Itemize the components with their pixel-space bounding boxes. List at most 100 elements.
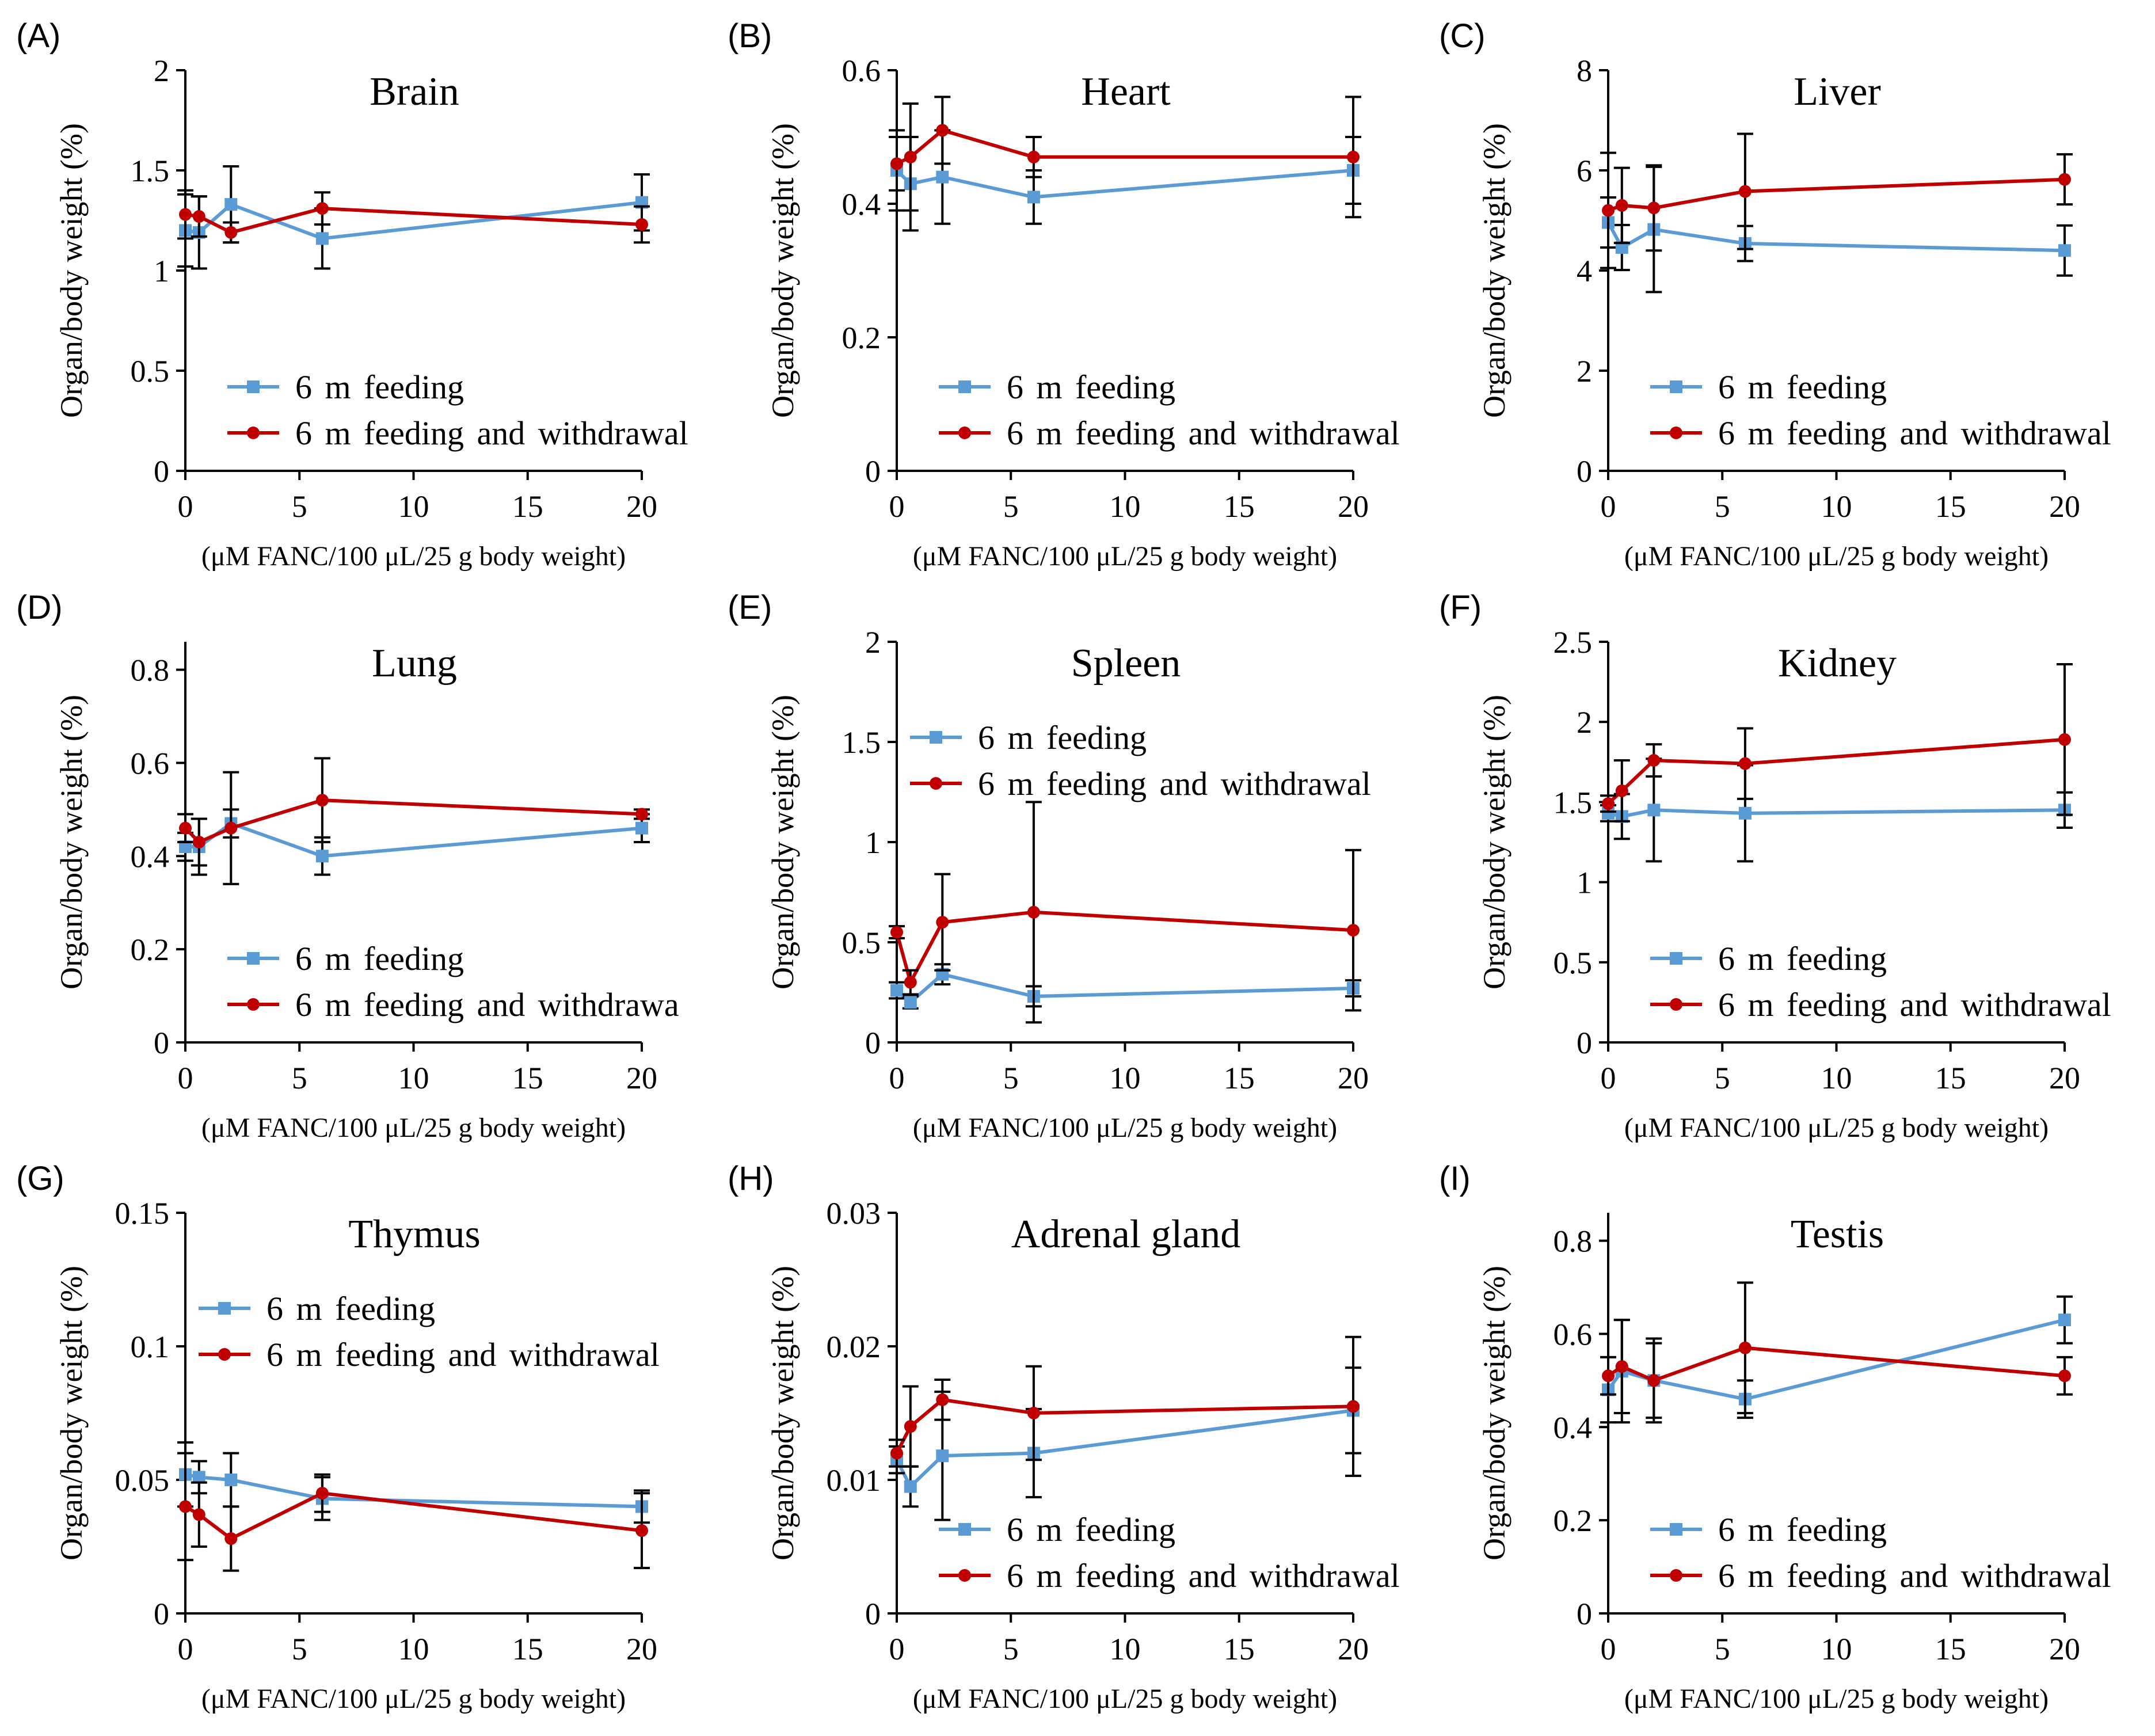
data-point-withdrawal <box>890 157 903 170</box>
y-axis-label: Organ/body weight (%) <box>1477 123 1511 418</box>
x-tick-label: 5 <box>1715 489 1730 524</box>
y-tick-label: 0.2 <box>131 932 170 967</box>
panel-label: (I) <box>1439 1160 1471 1197</box>
y-tick-label: 0.4 <box>131 839 170 874</box>
y-axis-label: Organ/body weight (%) <box>766 1266 800 1560</box>
data-point-withdrawal <box>192 836 205 848</box>
legend-label: 6 m feeding and withdrawal <box>978 765 1371 802</box>
series-line-withdrawal <box>896 128 1353 166</box>
data-point-withdrawal <box>1615 1360 1628 1373</box>
x-tick-label: 5 <box>1715 1061 1730 1095</box>
legend-marker-feeding <box>930 731 942 744</box>
legend-label: 6 m feeding <box>266 1290 435 1327</box>
x-tick-label: 0 <box>1601 1061 1616 1095</box>
series-line-feeding <box>1608 808 2065 818</box>
legend-label: 6 m feeding <box>1007 368 1175 406</box>
y-tick-label: 1.5 <box>1554 785 1593 820</box>
legend: 6 m feeding 6 m feeding and withdrawal <box>1650 368 2111 452</box>
x-axis-label: (μM FANC/100 μL/25 g body weight) <box>201 541 626 572</box>
y-tick-label: 1.5 <box>842 725 881 760</box>
data-point-feeding <box>224 198 238 211</box>
y-tick-label: 4 <box>1577 254 1592 288</box>
data-point-feeding <box>936 1449 949 1463</box>
panel-label: (F) <box>1439 589 1482 626</box>
chart-title: Heart <box>1081 70 1171 114</box>
legend-label: 6 m feeding and withdrawal <box>295 414 688 452</box>
data-point-withdrawal <box>179 821 192 835</box>
legend: 6 m feeding 6 m feeding and withdrawal <box>199 1290 660 1373</box>
data-point-withdrawal <box>179 1500 192 1513</box>
legend: 6 m feeding 6 m feeding and withdrawal <box>227 368 688 452</box>
legend-marker-withdrawal <box>1670 1569 1682 1582</box>
x-tick-label: 15 <box>1224 1061 1255 1095</box>
chart-title: Brain <box>370 70 459 114</box>
y-tick-label: 0.15 <box>115 1196 170 1231</box>
x-tick-label: 20 <box>2049 1061 2080 1095</box>
legend-marker-withdrawal <box>930 777 942 790</box>
x-tick-label: 0 <box>889 1061 905 1095</box>
y-tick-label: 1 <box>865 825 881 860</box>
chart-title: Thymus <box>348 1212 480 1257</box>
y-tick-label: 0.03 <box>827 1196 881 1231</box>
chart-title: Adrenal gland <box>1011 1212 1240 1257</box>
data-point-withdrawal <box>1738 185 1752 198</box>
x-tick-label: 0 <box>889 1632 905 1666</box>
data-point-feeding <box>904 996 917 1009</box>
data-point-withdrawal <box>635 1524 648 1537</box>
y-tick-label: 0.8 <box>1554 1224 1593 1259</box>
y-tick-label: 0.2 <box>842 321 881 355</box>
legend-marker-feeding <box>247 952 260 965</box>
y-tick-label: 0.05 <box>115 1463 170 1498</box>
data-point-withdrawal <box>1602 204 1615 217</box>
y-tick-label: 2 <box>865 625 881 660</box>
chart-title: Lung <box>372 641 457 686</box>
legend-label: 6 m feeding <box>295 940 464 977</box>
y-tick-label: 0 <box>1577 1597 1592 1631</box>
legend-marker-feeding <box>958 380 971 393</box>
data-point-feeding <box>1738 806 1752 820</box>
y-axis-label: Organ/body weight (%) <box>54 1266 89 1560</box>
x-tick-label: 5 <box>292 489 307 524</box>
data-point-withdrawal <box>224 1532 238 1545</box>
legend: 6 m feeding 6 m feeding and withdrawal <box>1650 1511 2111 1594</box>
x-tick-label: 20 <box>2049 489 2080 524</box>
data-point-withdrawal <box>1027 1407 1040 1419</box>
data-point-withdrawal <box>315 1487 329 1500</box>
y-tick-label: 0.5 <box>1554 946 1593 980</box>
panel-label: (D) <box>16 589 63 626</box>
data-point-withdrawal <box>1738 1341 1752 1354</box>
y-tick-label: 1 <box>1577 866 1592 900</box>
data-point-feeding <box>224 1474 238 1486</box>
x-axis-label: (μM FANC/100 μL/25 g body weight) <box>201 1113 626 1143</box>
legend-label: 6 m feeding <box>1718 1511 1887 1548</box>
y-tick-label: 0.8 <box>131 653 170 688</box>
x-tick-label: 5 <box>1715 1632 1730 1666</box>
legend-label: 6 m feeding and withdrawal <box>1718 414 2111 452</box>
data-point-feeding <box>315 232 329 245</box>
legend-marker-feeding <box>1670 380 1682 393</box>
data-point-feeding <box>1647 804 1661 817</box>
data-point-withdrawal <box>1647 201 1661 215</box>
data-point-withdrawal <box>1647 1374 1661 1387</box>
data-point-withdrawal <box>1347 150 1360 163</box>
data-point-feeding <box>904 1480 917 1493</box>
chart-title: Liver <box>1794 70 1881 114</box>
y-tick-label: 0 <box>1577 1026 1592 1060</box>
y-tick-label: 0 <box>865 454 881 489</box>
data-point-withdrawal <box>315 202 329 215</box>
legend-label: 6 m feeding and withdrawal <box>1718 986 2111 1023</box>
legend-label: 6 m feeding and withdrawal <box>1007 414 1400 452</box>
legend: 6 m feeding 6 m feeding and withdrawal <box>939 1511 1400 1594</box>
y-tick-label: 0 <box>154 454 169 489</box>
x-tick-label: 5 <box>292 1061 307 1095</box>
x-tick-label: 5 <box>1003 489 1019 524</box>
chart-panel: (F) Kidney 0 0.5 1 1.5 2 2.5 0 5 10 15 20(μM FANC/10… <box>1439 589 2111 1143</box>
series-line-withdrawal <box>1607 177 2065 212</box>
y-axis-label: Organ/body weight (%) <box>1477 1266 1511 1560</box>
chart-panel: (B) Heart 0 0.2 0.4 0.6 0 5 10 15 20(μM FANC/100 μ… <box>728 17 1400 572</box>
data-point-withdrawal <box>1647 754 1661 767</box>
x-tick-label: 20 <box>1338 489 1369 524</box>
x-tick-label: 10 <box>1821 489 1852 524</box>
series-line-withdrawal <box>895 1398 1354 1454</box>
y-tick-label: 2.5 <box>1554 625 1593 660</box>
